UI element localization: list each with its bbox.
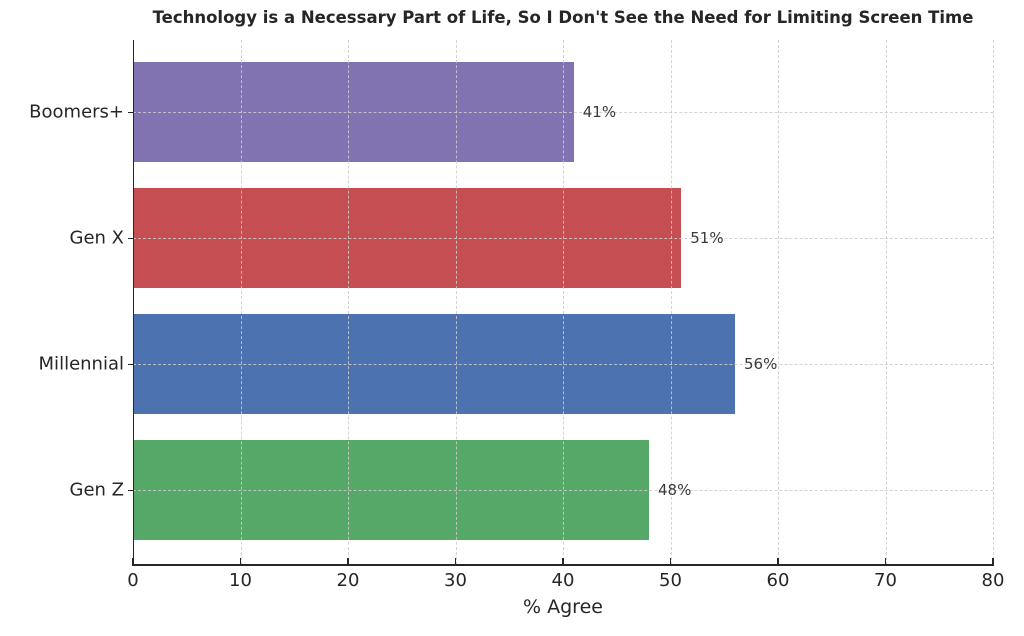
y-tick-mark [128,363,133,365]
bar-value-label: 48% [658,481,692,499]
plot-area: 41% 51% 56% 48% [133,40,994,565]
x-axis-label: % Agree [523,596,603,618]
y-tick-label: Boomers+ [29,101,124,123]
bar-value-label: 51% [690,229,724,247]
y-tick-mark [128,237,133,239]
y-tick-mark [128,489,133,491]
x-tick-label: 10 [229,570,252,591]
value-labels-layer: 41% 51% 56% 48% [133,40,993,565]
x-tick-mark [454,557,457,564]
gridline-vertical [885,40,887,565]
x-tick-mark [562,557,564,564]
y-axis-spine [132,40,134,565]
gridline-vertical [455,40,457,565]
gridline-vertical [778,40,779,565]
x-tick-label: 20 [336,570,360,591]
chart-title: Technology is a Necessary Part of Life, … [152,8,974,27]
gridline-vertical [563,40,564,565]
y-tick-label: Gen Z [69,479,124,501]
y-tick-mark [128,111,133,113]
gridline-vertical [993,40,994,565]
gridline-vertical [670,40,672,565]
y-tick-label: Millennial [38,353,124,375]
x-tick-label: 40 [551,570,575,591]
x-tick-mark [132,557,134,564]
bar-value-label: 56% [744,355,778,373]
x-tick-mark [884,557,887,564]
x-tick-label: 0 [127,570,139,591]
x-tick-label: 50 [659,570,682,591]
x-tick-label: 70 [874,570,897,591]
grid-layer [133,40,994,565]
x-tick-label: 60 [766,570,790,591]
x-tick-mark [777,557,779,564]
gridline-vertical [348,40,349,565]
x-tick-mark [992,557,994,564]
x-tick-mark [347,557,349,564]
y-tick-label: Gen X [69,227,124,249]
x-axis-spine [132,563,994,566]
gridline-vertical [240,40,242,565]
x-tick-mark [239,557,242,564]
x-tick-mark [669,557,672,564]
x-tick-label: 80 [981,570,1005,591]
x-tick-label: 30 [444,570,467,591]
bar-value-label: 41% [582,103,617,121]
